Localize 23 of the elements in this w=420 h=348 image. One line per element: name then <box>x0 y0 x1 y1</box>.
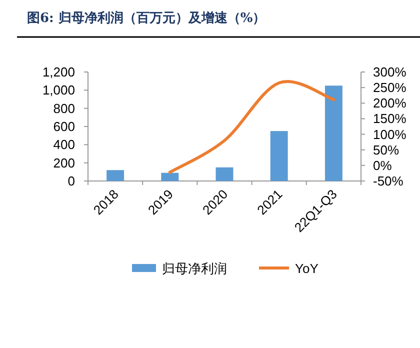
bar <box>161 172 179 181</box>
legend-label: 归母净利润 <box>162 261 227 276</box>
y-tick-label: 1,000 <box>42 82 75 98</box>
bar <box>106 170 124 181</box>
y-tick-label: 1,200 <box>42 64 75 80</box>
y2-tick-label: -50% <box>373 174 404 188</box>
legend-label: YoY <box>295 261 319 276</box>
y2-tick-label: 100% <box>373 126 407 142</box>
y2-tick-label: 250% <box>373 80 407 96</box>
y2-tick-label: 300% <box>373 64 407 80</box>
y2-tick-label: 200% <box>373 96 407 111</box>
y2-tick-label: 150% <box>373 111 407 126</box>
y2-tick-label: 0% <box>373 158 392 173</box>
y-tick-label: 0 <box>68 174 75 188</box>
chart-title: 图6: 归母净利润（百万元）及增速（%） <box>27 10 266 26</box>
bar <box>270 131 288 181</box>
bar <box>216 167 234 181</box>
y2-tick-label: 50% <box>373 142 400 158</box>
y-tick-label: 400 <box>53 137 75 152</box>
y-tick-label: 200 <box>53 155 75 170</box>
y-tick-label: 800 <box>53 100 75 116</box>
bar <box>324 86 342 181</box>
y-tick-label: 600 <box>53 119 75 134</box>
